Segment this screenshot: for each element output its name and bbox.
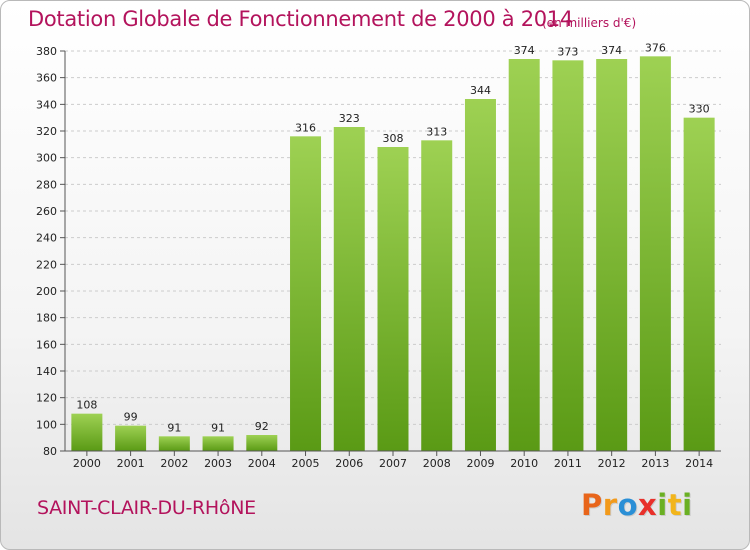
y-tick-label: 260 (36, 205, 57, 218)
y-tick-label: 300 (36, 152, 57, 165)
bar (508, 59, 540, 451)
y-tick-label: 140 (36, 365, 57, 378)
y-tick-label: 380 (36, 45, 57, 58)
bar (377, 147, 409, 451)
y-tick-label: 240 (36, 232, 57, 245)
data-label: 99 (124, 411, 138, 424)
y-tick-label: 280 (36, 178, 57, 191)
x-tick-label: 2011 (554, 457, 582, 470)
chart-title: Dotation Globale de Fonctionnement de 20… (28, 7, 573, 31)
data-label: 330 (689, 103, 710, 116)
x-tick-label: 2007 (379, 457, 407, 470)
x-tick-label: 2010 (510, 457, 538, 470)
data-label: 373 (557, 45, 578, 58)
logo-letter: i (657, 488, 668, 522)
data-label: 108 (76, 399, 97, 412)
x-tick-label: 2013 (641, 457, 669, 470)
data-label: 91 (211, 421, 225, 434)
y-tick-label: 320 (36, 125, 57, 138)
y-tick-label: 180 (36, 312, 57, 325)
x-tick-label: 2001 (117, 457, 145, 470)
x-tick-label: 2000 (73, 457, 101, 470)
logo-letter: t (667, 488, 683, 522)
x-tick-label: 2008 (423, 457, 451, 470)
axis-layer: 80 100 120 140 160 180 200 220 240 260 280 300 320 34… (36, 45, 721, 470)
bar (683, 117, 715, 452)
x-tick-label: 2014 (685, 457, 713, 470)
y-tick-label: 120 (36, 392, 57, 405)
x-tick-label: 2005 (292, 457, 320, 470)
y-tick-label: 340 (36, 98, 57, 111)
bar (639, 56, 671, 451)
y-tick-label: 80 (43, 445, 57, 458)
data-label: 323 (339, 112, 360, 125)
bar (202, 436, 234, 451)
data-label: 376 (645, 41, 666, 54)
bar (115, 425, 147, 451)
bar (246, 435, 278, 451)
bar-chart: 108 99 91 91 92 316 323 308 313 344 374 373 374 376 33… (36, 41, 721, 470)
x-tick-label: 2012 (598, 457, 626, 470)
logo-letter: o (617, 488, 639, 522)
data-label: 91 (167, 421, 181, 434)
y-tick-label: 100 (36, 418, 57, 431)
data-label: 344 (470, 84, 491, 97)
label-layer: 108 99 91 91 92 316 323 308 313 344 374 373 374 376 33… (76, 41, 709, 434)
data-label: 374 (601, 44, 622, 57)
bar (158, 436, 190, 451)
bar (421, 140, 453, 452)
bar (552, 60, 584, 451)
x-tick-label: 2002 (160, 457, 188, 470)
bar (333, 127, 365, 451)
x-tick-label: 2009 (466, 457, 494, 470)
data-label: 313 (426, 125, 447, 138)
y-tick-label: 220 (36, 258, 57, 271)
data-label: 308 (383, 132, 404, 145)
data-label: 316 (295, 121, 316, 134)
data-label: 92 (255, 420, 269, 433)
logo-letter: r (602, 488, 618, 522)
chart-subtitle: (en milliers d'€) (542, 16, 637, 30)
commune-name: SAINT-CLAIR-DU-RHôNE (37, 497, 256, 519)
bar (596, 59, 628, 451)
x-tick-label: 2003 (204, 457, 232, 470)
x-tick-label: 2004 (248, 457, 276, 470)
bar (71, 413, 103, 451)
x-tick-label: 2006 (335, 457, 363, 470)
logo-letter: x (638, 488, 658, 522)
bar (290, 136, 322, 452)
logo-letter: i (682, 488, 693, 522)
bar-layer (71, 56, 715, 452)
proxiti-logo: Proxiti (581, 488, 693, 522)
logo-letter: P (581, 488, 603, 522)
y-tick-label: 200 (36, 285, 57, 298)
y-tick-label: 360 (36, 72, 57, 85)
bar (464, 99, 496, 451)
y-tick-label: 160 (36, 338, 57, 351)
data-label: 374 (514, 44, 535, 57)
